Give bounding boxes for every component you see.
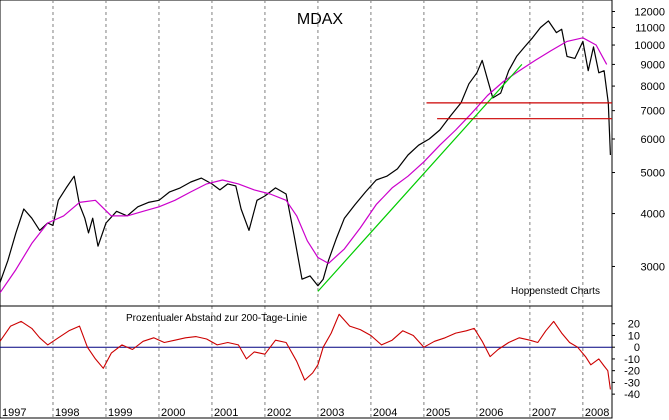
x-tick-label-2005: 2005 [426, 407, 450, 419]
x-tick-label-2003: 2003 [320, 407, 344, 419]
main-y-tick-label-9000: 9000 [641, 59, 665, 71]
main-y-tick-label-10000: 10000 [634, 40, 665, 52]
main-y-tick-label-5000: 5000 [641, 168, 665, 180]
main-y-tick-label-6000: 6000 [641, 134, 665, 146]
x-tick-label-2006: 2006 [479, 407, 503, 419]
osc-y-tick-label--30: -30 [624, 377, 640, 389]
x-axis: 1997 1998 1999 2000 2001 2002 2003 2004 2005 2006… [2, 407, 609, 419]
oscillator-title: Prozentualer Abstand zur 200-Tage-Linie [126, 313, 308, 324]
main-series-0 [0, 20, 611, 287]
main-y-tick-label-3000: 3000 [641, 261, 665, 273]
main-series-2 [317, 63, 523, 292]
x-tick-label-1998: 1998 [55, 407, 79, 419]
main-y-tick-label-7000: 7000 [641, 106, 665, 118]
main-y-tick-label-11000: 11000 [635, 23, 665, 35]
osc-y-tick-label--10: -10 [624, 354, 640, 366]
oscillator-series-0 [0, 313, 611, 390]
main-y-tick-label-12000: 12000 [634, 7, 665, 19]
x-tick-label-1997: 1997 [2, 407, 26, 419]
osc-y-tick-label-10: 10 [628, 330, 640, 342]
main-y-axis: 12000 11000 10000 9000 8000 7000 6000 5000 4000 3… [612, 7, 665, 273]
osc-y-tick-label--40: -40 [624, 389, 640, 401]
main-chart-series [0, 20, 612, 294]
x-tick-label-2007: 2007 [532, 407, 556, 419]
chart-source-label: Hoppenstedt Charts [511, 286, 600, 297]
main-y-tick-label-4000: 4000 [641, 209, 665, 221]
main-series-1 [0, 37, 608, 294]
plot-frame [0, 0, 613, 419]
osc-y-tick-label--20: -20 [624, 366, 640, 378]
x-tick-label-2002: 2002 [267, 407, 291, 419]
x-tick-label-2008: 2008 [585, 407, 609, 419]
main-y-tick-label-8000: 8000 [641, 81, 665, 93]
oscillator-series [0, 313, 611, 390]
vertical-gridlines [52, 0, 584, 418]
chart-title: MDAX [297, 11, 344, 28]
osc-y-tick-label-20: 20 [628, 319, 640, 331]
x-tick-label-2004: 2004 [373, 407, 397, 419]
x-tick-label-2000: 2000 [161, 407, 185, 419]
x-tick-label-2001: 2001 [214, 407, 238, 419]
x-tick-label-1999: 1999 [108, 407, 132, 419]
osc-y-tick-label-0: 0 [634, 342, 640, 354]
